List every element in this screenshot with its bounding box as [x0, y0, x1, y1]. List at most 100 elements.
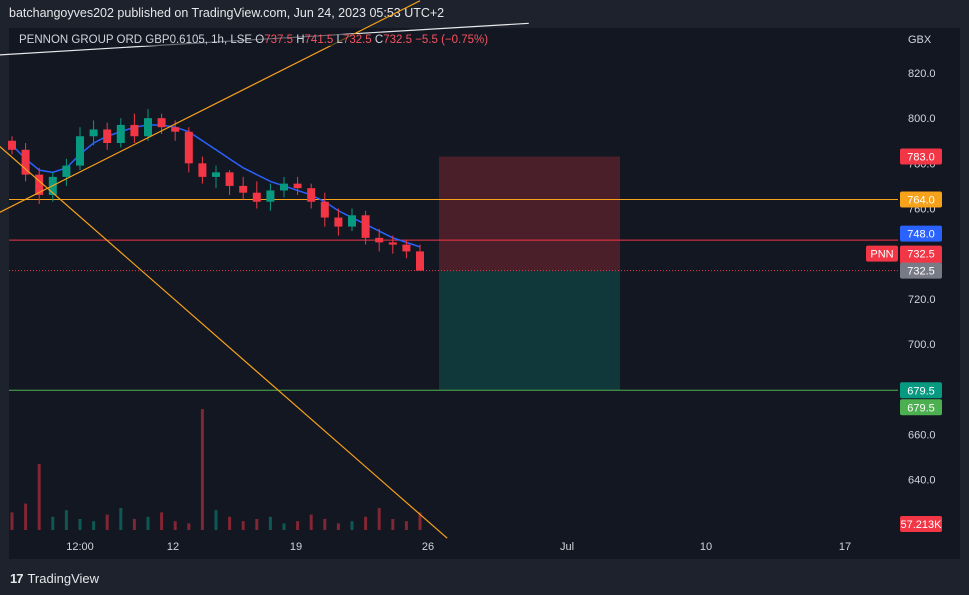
volume-label-bg — [900, 516, 942, 532]
time-tick-label: 17 — [839, 541, 851, 553]
candle-body — [416, 251, 424, 271]
candle-body — [252, 192, 261, 202]
target-label-bg — [900, 382, 942, 399]
price-tick-label: 640.0 — [908, 475, 936, 487]
level-764-label-text: 764.0 — [907, 194, 935, 206]
stop-label-bg — [900, 148, 942, 165]
candle-body — [157, 118, 166, 128]
volume-bar — [160, 512, 164, 530]
high-label: H — [296, 34, 305, 46]
candle-body — [225, 172, 234, 186]
volume-bar — [336, 523, 340, 530]
volume-bar — [364, 516, 368, 530]
volume-bar — [64, 510, 68, 530]
volume-bar — [282, 523, 286, 530]
candle — [76, 127, 84, 171]
time-tick-label: 12:00 — [66, 541, 94, 553]
volume-bar — [92, 521, 96, 530]
symbol-tag: PNN — [870, 249, 893, 261]
volume-label: 57.213K — [900, 516, 942, 532]
candle-body — [62, 165, 71, 177]
open-value: 737.5 — [264, 34, 294, 46]
volume-bar — [268, 516, 272, 530]
last-price-label: 732.5 — [900, 245, 942, 262]
target-label-text: 679.5 — [907, 385, 935, 397]
candle — [21, 143, 30, 182]
candle-body — [21, 149, 30, 175]
candle — [307, 183, 316, 209]
candle — [348, 208, 356, 232]
candle — [280, 176, 288, 198]
currency-label: GBX — [908, 34, 932, 46]
candle — [225, 170, 234, 195]
symbol-legend: PENNON GROUP ORD GBP0.6105, 1h, LSE O737… — [19, 34, 489, 46]
candle — [8, 136, 16, 155]
time-tick-label: 10 — [700, 541, 712, 553]
time-tick-label: 19 — [290, 541, 302, 553]
orange-falling-trendline — [0, 145, 448, 539]
footer: 17 TradingView — [0, 562, 969, 595]
volume-bar — [214, 510, 218, 530]
candle — [198, 156, 207, 184]
candle-body — [198, 163, 207, 177]
change-value: −5.5 (−0.75%) — [415, 34, 489, 46]
publish-header: batchangoyves202 published on TradingVie… — [0, 0, 969, 28]
candle — [402, 240, 411, 259]
time-axis: 12:00 12 19 26 Jul 10 17 — [66, 541, 851, 553]
ma-label: 748.0 — [900, 225, 942, 242]
low-label: L — [336, 34, 343, 46]
price-tick-label: 660.0 — [908, 429, 936, 441]
volume-bar — [187, 523, 191, 530]
candle-body — [334, 217, 343, 227]
last-price-label-bg — [900, 245, 942, 262]
open-label: O — [255, 34, 265, 46]
published-text: batchangoyves202 published on TradingVie… — [9, 6, 445, 20]
volume-bar — [51, 516, 55, 530]
volume-bar — [350, 521, 354, 530]
candle — [103, 122, 112, 150]
candles — [8, 109, 424, 271]
volume-bar — [404, 521, 408, 530]
level-679.5-label-bg — [900, 399, 942, 416]
level-679.5-label-text: 679.5 — [907, 402, 935, 414]
symbol-name: PENNON GROUP ORD GBP0.6105, 1h, LSE — [19, 34, 253, 46]
candle — [320, 192, 329, 227]
candle — [212, 165, 220, 189]
price-labels: 783.0764.0748.0746.0732.5732.5679.5679.5… — [866, 148, 942, 532]
stop-label: 783.0 — [900, 148, 942, 165]
price-tick-label: 800.0 — [908, 113, 936, 125]
time-tick-label: 12 — [167, 541, 179, 553]
volume-bar — [241, 521, 245, 530]
time-tick-label: Jul — [560, 541, 574, 553]
candle-body — [89, 129, 98, 137]
target-zone — [439, 270, 620, 391]
price-tick-label: 720.0 — [908, 294, 936, 306]
volume-bar — [24, 503, 28, 530]
volume-bar — [309, 514, 313, 530]
level-764-label-bg — [900, 191, 942, 208]
candle-body — [293, 183, 302, 189]
volume-bar — [418, 512, 422, 530]
level-764-label: 764.0 — [900, 191, 942, 208]
candle-body — [375, 237, 384, 243]
close-label: C — [374, 34, 384, 46]
stop-label-text: 783.0 — [907, 152, 935, 164]
volume-bar — [377, 508, 381, 530]
candle — [144, 109, 152, 141]
volume-bar — [391, 519, 395, 530]
low-value: 732.5 — [342, 34, 372, 46]
candle — [239, 176, 248, 200]
tradingview-logo[interactable]: 17 TradingView — [10, 571, 99, 586]
candle — [116, 118, 125, 148]
candle-body — [130, 124, 139, 137]
candle — [293, 176, 302, 195]
candle — [130, 113, 139, 144]
prev-close-label-bg — [900, 262, 942, 279]
tradingview-brand: TradingView — [27, 571, 100, 586]
candle — [416, 244, 424, 271]
candle-body — [76, 136, 84, 166]
prev-close-label: 732.5 — [900, 262, 942, 279]
candle-body — [184, 131, 193, 164]
volume-bar — [228, 516, 232, 530]
